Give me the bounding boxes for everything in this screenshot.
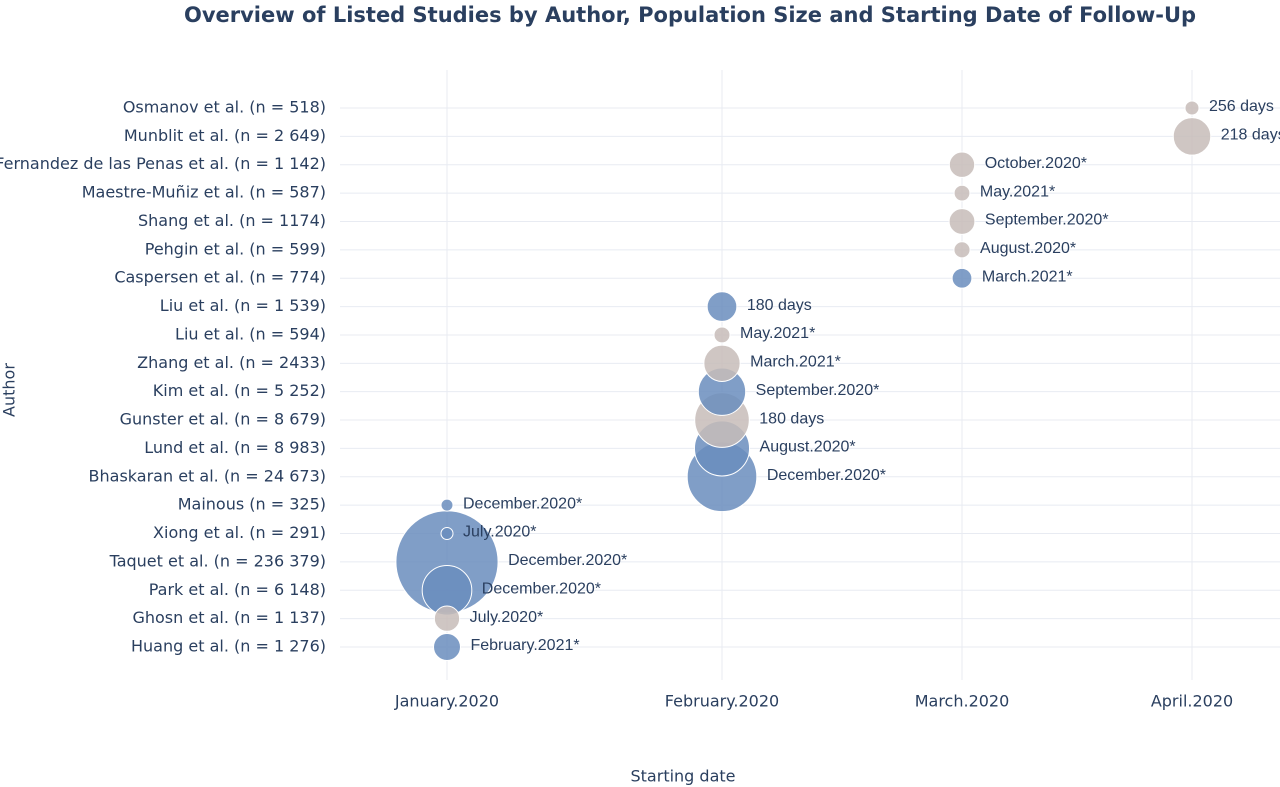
y-tick-label: Zhang et al. (n = 2433) (137, 353, 326, 372)
y-tick-label: Huang et al. (n = 1 276) (131, 637, 326, 656)
y-tick-label: Bhaskaran et al. (n = 24 673) (89, 466, 326, 485)
bubble (953, 241, 971, 259)
y-tick-label: Fernandez de las Penas et al. (n = 1 142… (0, 154, 326, 173)
y-tick-label: Pehgin et al. (n = 599) (145, 239, 326, 258)
data-label: 218 days (1221, 127, 1280, 144)
data-label: February.2021* (470, 637, 579, 654)
x-tick-label: January.2020 (394, 692, 499, 711)
y-tick-label: Xiong et al. (n = 291) (153, 523, 326, 542)
y-tick-label: Gunster et al. (n = 8 679) (120, 410, 326, 429)
bubble (433, 605, 461, 632)
bubble (713, 326, 731, 344)
data-label: August.2020* (760, 439, 856, 456)
data-label: May.2021* (980, 183, 1055, 200)
x-tick-label: March.2020 (915, 692, 1010, 711)
chart-title: Overview of Listed Studies by Author, Po… (184, 3, 1196, 27)
bubble (951, 267, 973, 289)
x-tick-label: April.2020 (1151, 692, 1233, 711)
y-tick-label: Osmanov et al. (n = 518) (123, 98, 326, 117)
data-label: 180 days (747, 297, 812, 314)
data-label: September.2020* (756, 382, 880, 399)
data-label: 256 days (1209, 98, 1274, 115)
y-tick-label: Shang et al. (n = 1174) (138, 211, 326, 230)
x-axis-title: Starting date (631, 767, 736, 786)
bubble (440, 498, 454, 512)
data-label: July.2020* (463, 524, 537, 541)
data-label: March.2021* (750, 354, 841, 371)
bubble (1172, 117, 1212, 156)
y-tick-label: Ghosn et al. (n = 1 137) (132, 608, 326, 627)
y-tick-label: Taquet et al. (n = 236 379) (109, 551, 326, 570)
data-label: December.2020* (508, 552, 627, 569)
y-tick-label: Kim et al. (n = 5 252) (153, 381, 326, 400)
bubble (953, 184, 971, 202)
bubble (703, 344, 741, 382)
y-tick-label: Liu et al. (n = 1 539) (160, 296, 326, 315)
y-tick-label: Maestre-Muñiz et al. (n = 587) (82, 183, 326, 202)
x-tick-label: February.2020 (665, 692, 779, 711)
data-label: March.2021* (982, 268, 1073, 285)
y-tick-label: Liu et al. (n = 594) (175, 324, 326, 343)
bubble (948, 151, 976, 178)
bubble (948, 208, 976, 235)
data-label: December.2020* (767, 467, 886, 484)
data-label: July.2020* (470, 609, 544, 626)
data-label: October.2020* (985, 155, 1087, 172)
y-tick-label: Caspersen et al. (n = 774) (114, 268, 326, 287)
y-tick-label: Munblit et al. (n = 2 649) (124, 126, 326, 145)
y-tick-label: Mainous (n = 325) (178, 495, 326, 514)
y-tick-label: Park et al. (n = 6 148) (149, 580, 326, 599)
y-tick-label: Lund et al. (n = 8 983) (144, 438, 326, 457)
data-label: August.2020* (980, 240, 1076, 257)
y-axis-title: Author (0, 363, 19, 417)
bubble (440, 527, 454, 541)
data-label: December.2020* (463, 495, 582, 512)
data-label: May.2021* (740, 325, 815, 342)
bubble (706, 291, 738, 322)
data-label: 180 days (759, 410, 824, 427)
data-label: September.2020* (985, 212, 1109, 229)
bubble (433, 633, 461, 661)
bubble (1184, 100, 1200, 116)
data-label: December.2020* (482, 580, 601, 597)
